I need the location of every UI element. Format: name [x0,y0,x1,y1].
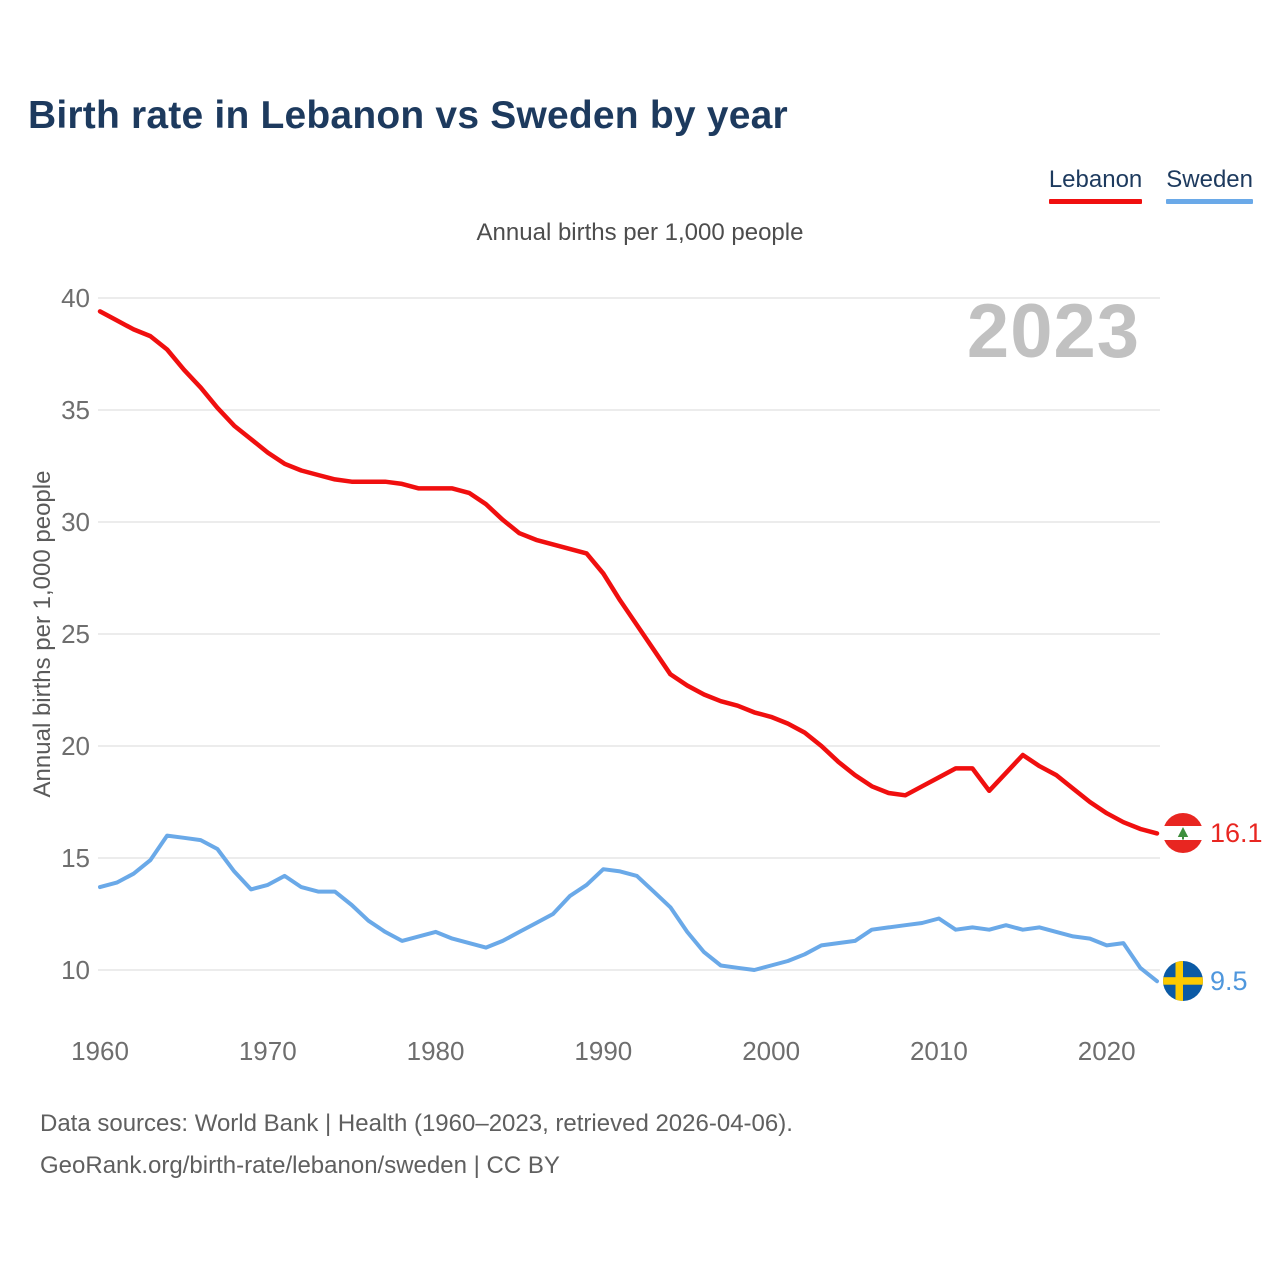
legend-label-lebanon: Lebanon [1048,166,1143,193]
end-label-lebanon: 16.1 [1163,813,1263,854]
legend-item-sweden[interactable]: Sweden [1166,166,1253,204]
x-tick-label: 1990 [574,1036,633,1066]
gridline [98,521,1160,523]
gridline [98,857,1160,859]
gridline [98,969,1160,971]
sweden-flag-icon [1163,961,1203,1002]
x-tick-label: 1970 [238,1036,297,1066]
y-tick-label: 30 [61,507,90,537]
end-value-lebanon: 16.1 [1210,817,1263,848]
gridline [98,297,1160,299]
gridline [98,633,1160,635]
legend-item-lebanon[interactable]: Lebanon [1048,166,1143,204]
line-lebanon [97,309,1160,836]
x-tick-label: 1980 [406,1036,465,1066]
chart-subtitle: Annual births per 1,000 people [476,219,804,246]
source-footer: Data sources: World Bank | Health (1960–… [40,1103,793,1187]
source-line-2: GeoRank.org/birth-rate/lebanon/sweden | … [40,1152,560,1179]
legend-underline-lebanon [1048,199,1143,204]
y-tick-label: 10 [61,955,90,985]
legend-label-sweden: Sweden [1166,166,1253,193]
end-value-sweden: 9.5 [1210,965,1248,996]
x-tick-label: 2000 [742,1036,801,1066]
y-tick-label: 35 [61,395,90,425]
gridline [98,409,1160,411]
line-sweden [98,833,1159,984]
x-tick-label: 2010 [909,1036,968,1066]
x-tick-label: 1960 [71,1036,129,1066]
end-label-sweden: 9.5 [1163,961,1248,1002]
legend-underline-sweden [1166,199,1253,204]
y-tick-label: 20 [61,731,90,761]
legend: Lebanon Sweden [1048,166,1253,204]
x-tick-label: 2020 [1077,1036,1136,1066]
lebanon-flag-icon [1163,813,1203,854]
page-title: Birth rate in Lebanon vs Sweden by year [28,94,788,137]
watermark-year: 2023 [966,289,1140,374]
y-tick-label: 40 [61,283,90,313]
y-tick-label: 25 [61,619,90,649]
source-line-1: Data sources: World Bank | Health (1960–… [40,1110,793,1137]
gridline [98,745,1160,747]
y-tick-label: 15 [61,843,90,873]
